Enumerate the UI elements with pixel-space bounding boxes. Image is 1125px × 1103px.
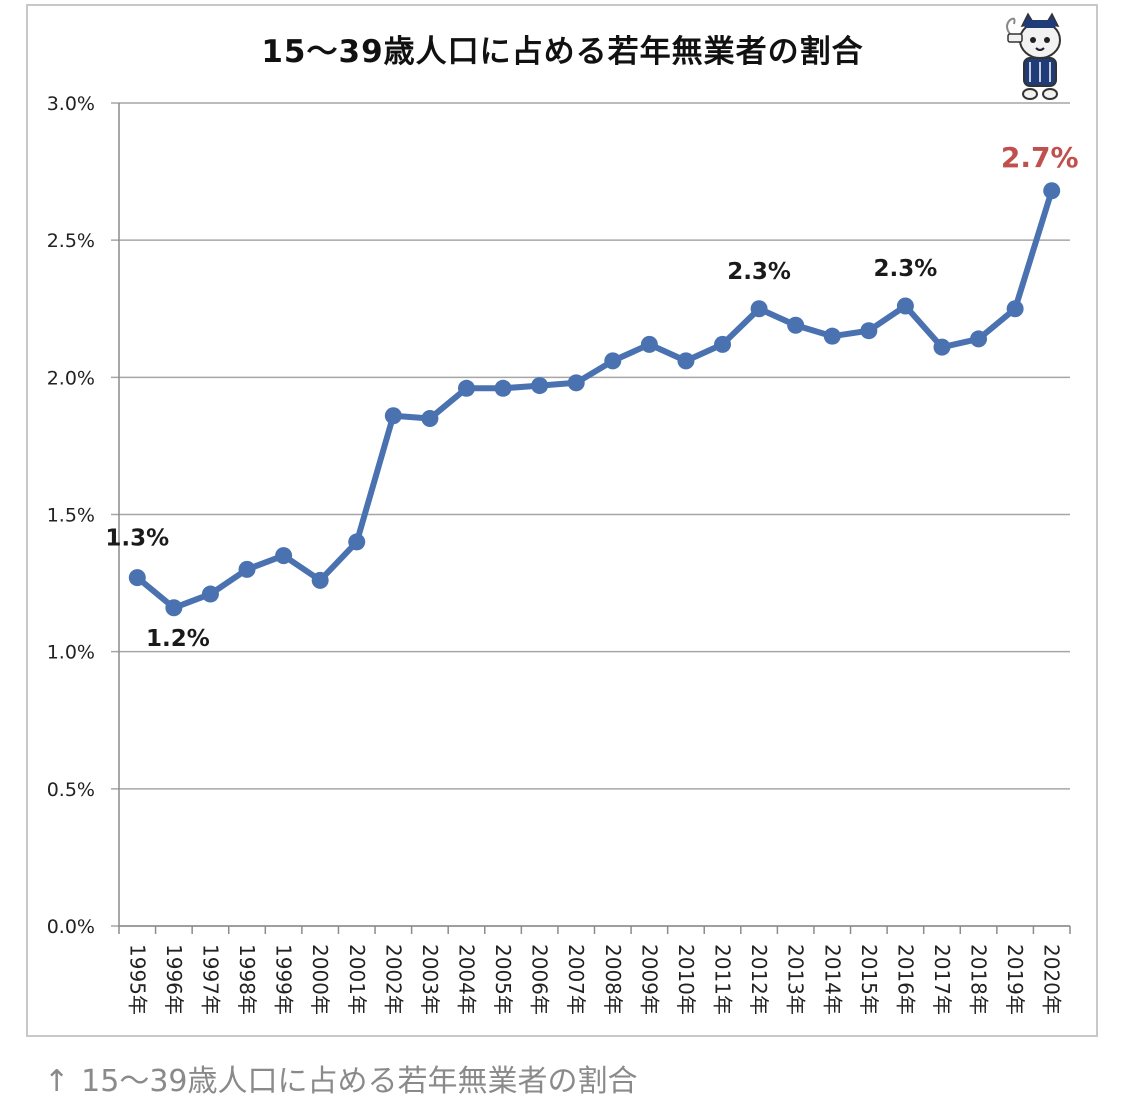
x-tick-label: 2006年	[528, 944, 552, 1015]
data-point	[677, 352, 695, 370]
data-point	[201, 585, 219, 603]
x-tick-label: 2012年	[747, 944, 771, 1015]
y-tick-label: 2.5%	[47, 230, 95, 252]
data-point	[311, 571, 329, 589]
data-point	[787, 316, 805, 334]
chart-title: 15〜39歳人口に占める若年無業者の割合	[261, 34, 864, 70]
y-tick-label: 0.0%	[47, 916, 95, 938]
x-tick-label: 2002年	[381, 944, 405, 1015]
data-point	[604, 352, 622, 370]
x-tick-label: 2017年	[930, 944, 954, 1015]
x-tick-label: 1998年	[235, 944, 259, 1015]
data-point	[494, 379, 512, 397]
x-tick-label: 2013年	[784, 944, 808, 1015]
x-tick-label: 2018年	[967, 944, 991, 1015]
y-tick-label: 2.0%	[47, 367, 95, 389]
data-label: 2.3%	[874, 256, 938, 282]
data-point	[531, 377, 549, 395]
x-tick-label: 2005年	[491, 944, 515, 1015]
data-point	[640, 335, 658, 353]
data-point	[128, 569, 146, 587]
x-tick-label: 2014年	[820, 944, 844, 1015]
caption-text: 15〜39歳人口に占める若年無業者の割合	[81, 1064, 638, 1099]
y-tick-label: 0.5%	[47, 779, 95, 801]
x-tick-label: 2008年	[601, 944, 625, 1015]
figure-caption: ↑ 15〜39歳人口に占める若年無業者の割合	[44, 1056, 638, 1100]
y-tick-label: 1.0%	[47, 642, 95, 664]
data-label: 2.3%	[727, 259, 791, 285]
x-tick-label: 2007年	[564, 944, 588, 1015]
data-point	[348, 533, 366, 551]
x-tick-label: 2004年	[454, 944, 478, 1015]
data-label: 1.2%	[146, 626, 210, 652]
y-tick-label: 3.0%	[47, 93, 95, 115]
data-label: 1.3%	[105, 526, 169, 552]
x-tick-label: 2009年	[637, 944, 661, 1015]
data-point	[567, 374, 585, 392]
data-label: 2.7%	[1001, 141, 1079, 174]
line-chart: 0.0% 0.5% 1.0% 1.5% 2.0% 2.5% 3.0% 1995年 1996年 19…	[47, 93, 1079, 1015]
chart-frame	[26, 4, 1098, 1037]
x-tick-label: 1999年	[272, 944, 296, 1015]
x-tick-label: 2016年	[893, 944, 917, 1015]
data-point	[970, 330, 988, 348]
data-point	[384, 407, 402, 425]
data-point	[421, 409, 439, 427]
x-tick-label: 2001年	[345, 944, 369, 1015]
mascot-cat-icon	[1006, 12, 1061, 100]
x-tick-label: 1995年	[125, 944, 149, 1015]
y-tick-label: 1.5%	[47, 505, 95, 527]
x-tick-label: 2020年	[1040, 944, 1064, 1015]
data-point	[238, 560, 256, 578]
up-arrow-icon: ↑	[44, 1064, 70, 1099]
data-point	[1006, 300, 1024, 318]
data-point	[165, 599, 183, 617]
data-point	[896, 297, 914, 315]
x-tick-label: 1996年	[162, 944, 186, 1015]
x-tick-label: 1997年	[198, 944, 222, 1015]
x-tick-label: 2019年	[1003, 944, 1027, 1015]
x-tick-label: 2000年	[308, 944, 332, 1015]
data-point	[750, 300, 768, 318]
x-tick-label: 2015年	[857, 944, 881, 1015]
data-point	[933, 338, 951, 356]
x-tick-label: 2011年	[711, 944, 735, 1015]
x-tick-label: 2010年	[674, 944, 698, 1015]
data-point	[275, 547, 293, 565]
data-point	[1043, 182, 1061, 200]
x-tick-label: 2003年	[418, 944, 442, 1015]
data-point	[714, 335, 732, 353]
data-point	[823, 327, 841, 345]
data-point	[860, 322, 878, 340]
series-line	[134, 187, 1055, 611]
data-point	[457, 379, 475, 397]
